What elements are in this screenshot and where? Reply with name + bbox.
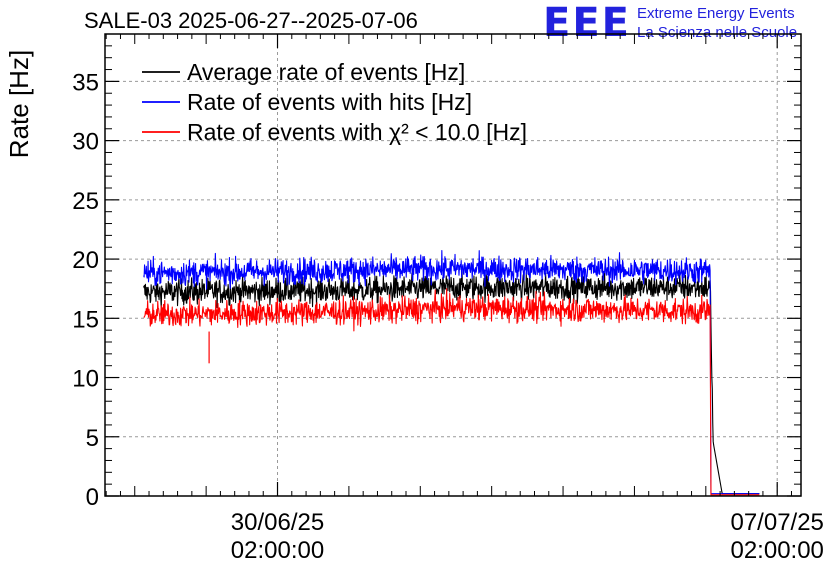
legend-label: Rate of events with hits [Hz] <box>187 89 472 115</box>
eee-logo: EEE <box>543 0 631 46</box>
grid <box>105 34 801 496</box>
axis-ticks: 0510152025303530/06/2502:00:0007/07/2502… <box>72 33 824 564</box>
legend-label: Rate of events with χ² < 10.0 [Hz] <box>187 119 527 145</box>
plot-frame <box>104 33 802 497</box>
y-tick-label: 20 <box>72 247 99 274</box>
series-line <box>143 270 760 495</box>
y-tick-label: 35 <box>72 69 99 96</box>
y-tick-label: 15 <box>72 306 99 333</box>
chart-title: SALE-03 2025-06-27--2025-07-06 <box>84 8 418 33</box>
y-tick-label: 25 <box>72 188 99 215</box>
y-tick-label: 0 <box>86 484 99 511</box>
y-tick-label: 30 <box>72 129 99 156</box>
series-layer <box>143 250 760 496</box>
series-line <box>143 250 760 495</box>
logo-line-1: Extreme Energy Events <box>637 5 795 22</box>
legend-label: Average rate of events [Hz] <box>187 59 465 85</box>
series-line <box>143 288 760 496</box>
x-tick-label-date: 07/07/25 <box>730 509 823 536</box>
y-axis-label: Rate [Hz] <box>4 50 34 158</box>
legend: Average rate of events [Hz] Rate of event… <box>142 59 527 145</box>
x-tick-label-date: 30/06/25 <box>231 509 324 536</box>
x-tick-label-time: 02:00:00 <box>231 537 324 564</box>
y-tick-label: 5 <box>86 425 99 452</box>
y-tick-label: 10 <box>72 366 99 393</box>
x-tick-label-time: 02:00:00 <box>730 537 823 564</box>
